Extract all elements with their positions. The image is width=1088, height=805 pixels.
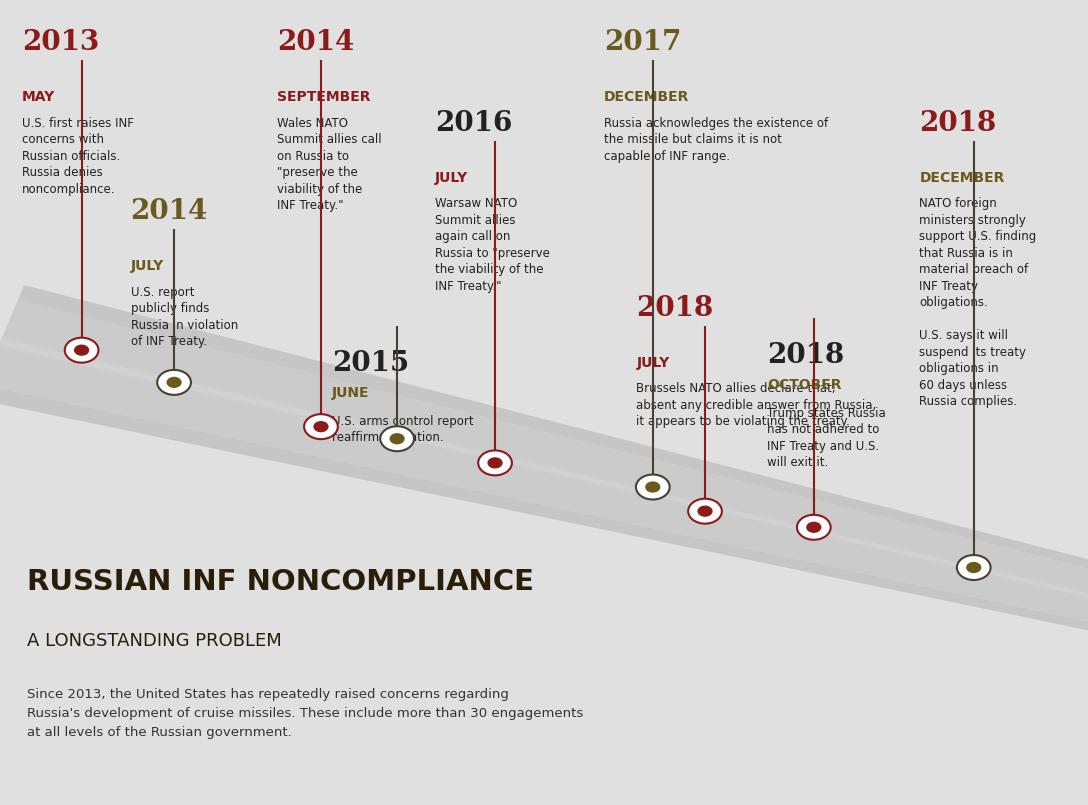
- Circle shape: [305, 414, 337, 440]
- Text: 2015: 2015: [332, 350, 409, 378]
- Text: 2014: 2014: [277, 29, 355, 56]
- Text: Warsaw NATO
Summit allies
again call on
Russia to "preserve
the viability of the: Warsaw NATO Summit allies again call on …: [435, 197, 551, 293]
- Text: Wales NATO
Summit allies call
on Russia to
"preserve the
viability of the
INF Tr: Wales NATO Summit allies call on Russia …: [277, 117, 382, 213]
- Text: U.S. report
publicly finds
Russia in violation
of INF Treaty.: U.S. report publicly finds Russia in vio…: [131, 286, 238, 349]
- Text: 2018: 2018: [636, 295, 714, 322]
- Circle shape: [74, 345, 89, 356]
- Text: Since 2013, the United States has repeatedly raised concerns regarding
Russia's : Since 2013, the United States has repeat…: [27, 688, 583, 739]
- Circle shape: [390, 433, 405, 444]
- Text: JUNE: JUNE: [332, 386, 369, 400]
- Polygon shape: [0, 339, 1088, 609]
- Text: OCTOBER: OCTOBER: [767, 378, 841, 392]
- Text: A LONGSTANDING PROBLEM: A LONGSTANDING PROBLEM: [27, 632, 282, 650]
- Text: Trump states Russia
has not adhered to
INF Treaty and U.S.
will exit it.: Trump states Russia has not adhered to I…: [767, 407, 886, 469]
- Circle shape: [158, 370, 191, 395]
- Text: 2018: 2018: [919, 109, 997, 137]
- Circle shape: [697, 506, 713, 517]
- Text: RUSSIAN INF NONCOMPLIANCE: RUSSIAN INF NONCOMPLIANCE: [27, 568, 534, 596]
- Circle shape: [487, 457, 503, 469]
- Text: 2013: 2013: [22, 29, 99, 56]
- Text: U.S. first raises INF
concerns with
Russian officials.
Russia denies
noncomplian: U.S. first raises INF concerns with Russ…: [22, 117, 134, 196]
- Text: NATO foreign
ministers strongly
support U.S. finding
that Russia is in
material : NATO foreign ministers strongly support …: [919, 197, 1037, 408]
- Text: DECEMBER: DECEMBER: [604, 90, 689, 104]
- Circle shape: [166, 377, 182, 388]
- Polygon shape: [0, 300, 1088, 631]
- Text: Russia acknowledges the existence of
the missile but claims it is not
capable of: Russia acknowledges the existence of the…: [604, 117, 828, 163]
- Polygon shape: [0, 384, 1088, 639]
- Text: JULY: JULY: [435, 171, 469, 184]
- Circle shape: [381, 426, 413, 451]
- Circle shape: [479, 450, 511, 475]
- Circle shape: [806, 522, 821, 533]
- Text: 2018: 2018: [767, 342, 844, 369]
- Text: JULY: JULY: [131, 259, 164, 273]
- Text: U.S. arms control report
reaffirms violation.: U.S. arms control report reaffirms viola…: [332, 415, 473, 444]
- Circle shape: [966, 562, 981, 573]
- Text: DECEMBER: DECEMBER: [919, 171, 1004, 184]
- Text: 2017: 2017: [604, 29, 681, 56]
- Circle shape: [796, 515, 831, 540]
- Text: 2016: 2016: [435, 109, 512, 137]
- Circle shape: [957, 555, 990, 580]
- Polygon shape: [17, 285, 1088, 584]
- Text: Brussels NATO allies declare that,
absent any credible answer from Russia,
it ap: Brussels NATO allies declare that, absen…: [636, 382, 877, 428]
- Text: SEPTEMBER: SEPTEMBER: [277, 90, 371, 104]
- Circle shape: [688, 498, 722, 524]
- Text: 2014: 2014: [131, 198, 208, 225]
- Circle shape: [645, 481, 660, 493]
- Text: JULY: JULY: [636, 356, 670, 369]
- Text: MAY: MAY: [22, 90, 55, 104]
- Circle shape: [635, 474, 669, 499]
- Circle shape: [64, 338, 98, 362]
- Circle shape: [313, 421, 329, 432]
